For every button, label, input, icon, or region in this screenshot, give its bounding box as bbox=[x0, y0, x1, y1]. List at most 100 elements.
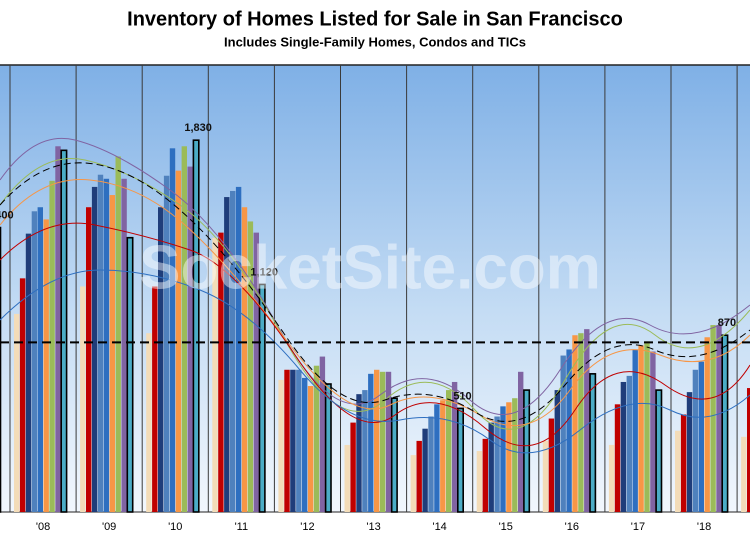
bar bbox=[518, 371, 524, 512]
bar bbox=[416, 440, 422, 512]
watermark: SocketSite.com bbox=[139, 233, 601, 302]
bar bbox=[152, 286, 158, 512]
bar bbox=[126, 236, 134, 513]
bar bbox=[86, 207, 92, 512]
bar bbox=[25, 233, 32, 512]
bar bbox=[566, 349, 572, 512]
bar bbox=[620, 381, 627, 512]
x-tick-label: '18 bbox=[697, 521, 711, 533]
bar bbox=[422, 428, 428, 512]
bar bbox=[19, 278, 26, 512]
bar bbox=[379, 371, 386, 512]
bar bbox=[97, 174, 104, 512]
bar bbox=[614, 404, 621, 512]
bar bbox=[560, 355, 566, 512]
bar bbox=[584, 329, 590, 512]
bar bbox=[302, 377, 308, 512]
bar bbox=[121, 178, 127, 513]
bar bbox=[224, 197, 230, 512]
bar bbox=[374, 369, 380, 512]
bar bbox=[241, 207, 248, 512]
bar bbox=[43, 219, 49, 512]
value-label: 510 bbox=[453, 390, 471, 402]
bar bbox=[632, 349, 638, 512]
bar bbox=[362, 390, 368, 512]
bar bbox=[523, 389, 531, 513]
bar bbox=[572, 335, 578, 512]
value-labels: 1,400 1,830 1,120 510 870 bbox=[0, 122, 736, 402]
x-tick-label: '16 bbox=[565, 521, 579, 533]
trend-line bbox=[0, 269, 750, 454]
bar bbox=[218, 232, 224, 512]
bar bbox=[608, 444, 615, 512]
bar bbox=[741, 436, 747, 512]
bar bbox=[488, 422, 494, 512]
bars bbox=[0, 139, 750, 513]
bar bbox=[49, 180, 55, 512]
bar bbox=[187, 166, 193, 512]
bar bbox=[638, 345, 644, 512]
bar bbox=[548, 418, 555, 512]
trend-lines bbox=[0, 137, 750, 454]
trend-line bbox=[0, 222, 750, 447]
bar bbox=[80, 286, 86, 512]
bar bbox=[446, 390, 452, 512]
bar bbox=[307, 386, 314, 512]
bar bbox=[158, 207, 164, 512]
bar bbox=[103, 178, 110, 513]
x-tick-label: '08 bbox=[36, 521, 50, 533]
bar bbox=[721, 334, 729, 513]
bar bbox=[109, 195, 115, 512]
bar bbox=[163, 175, 170, 513]
bar bbox=[710, 325, 716, 512]
value-label: 1,400 bbox=[0, 209, 14, 221]
bar bbox=[675, 430, 681, 512]
bar bbox=[626, 375, 632, 512]
value-label: 1,120 bbox=[250, 266, 278, 278]
bar bbox=[494, 416, 500, 512]
bar bbox=[296, 369, 302, 512]
bar bbox=[428, 416, 434, 512]
x-tick-label: '11 bbox=[235, 521, 249, 533]
x-tick-label: '17 bbox=[631, 521, 645, 533]
bar bbox=[212, 237, 218, 513]
x-tick-label: '09 bbox=[102, 521, 116, 533]
bar bbox=[686, 392, 693, 512]
chart-title: Inventory of Homes Listed for Sale in Sa… bbox=[127, 8, 623, 30]
bar bbox=[192, 139, 200, 513]
bar bbox=[235, 186, 242, 512]
bar bbox=[410, 455, 416, 512]
bar bbox=[456, 407, 464, 513]
bar bbox=[181, 146, 187, 513]
bar bbox=[258, 283, 266, 513]
bar bbox=[247, 221, 254, 512]
bar bbox=[319, 356, 326, 512]
bar bbox=[146, 333, 152, 512]
bar bbox=[278, 379, 284, 512]
x-tick-label: '15 bbox=[499, 521, 513, 533]
trend-line bbox=[0, 137, 750, 415]
bar bbox=[650, 351, 656, 512]
trend-line bbox=[0, 179, 750, 427]
bar bbox=[716, 325, 722, 512]
bar bbox=[390, 397, 398, 513]
bar bbox=[290, 369, 296, 512]
chart-subtitle: Includes Single-Family Homes, Condos and… bbox=[224, 34, 526, 49]
bar bbox=[253, 232, 259, 512]
bar bbox=[482, 438, 488, 512]
bar bbox=[115, 156, 121, 512]
bar bbox=[578, 333, 584, 512]
bar bbox=[313, 365, 320, 512]
bar bbox=[0, 226, 2, 513]
bar bbox=[451, 381, 458, 512]
bar bbox=[704, 337, 710, 512]
year-dividers bbox=[9, 65, 738, 512]
bar bbox=[55, 146, 61, 513]
bar bbox=[368, 373, 374, 512]
x-tick-label: '12 bbox=[300, 521, 314, 533]
bar bbox=[31, 211, 38, 513]
bar bbox=[747, 388, 750, 512]
bar bbox=[169, 148, 176, 512]
